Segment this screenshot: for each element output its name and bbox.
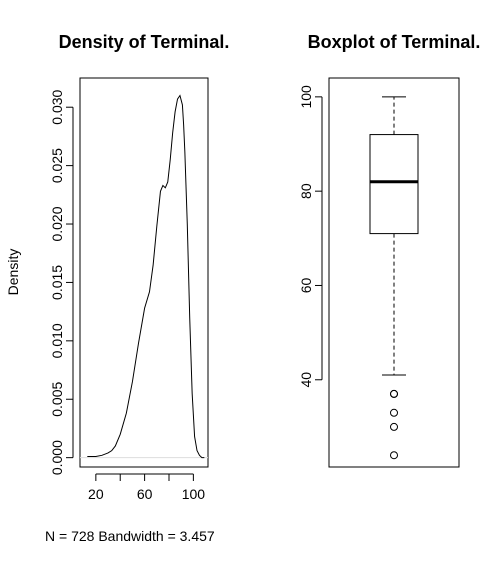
boxplot-y-tick-label: 60 bbox=[298, 277, 314, 293]
boxplot-outlier bbox=[390, 451, 398, 460]
boxplot-title: Boxplot of Terminal. bbox=[308, 32, 481, 52]
density-plot-frame bbox=[79, 77, 209, 468]
boxplot-outlier bbox=[390, 389, 398, 398]
boxplot-panel: Boxplot of Terminal. 40 60 80 100 bbox=[298, 32, 481, 468]
density-curve bbox=[87, 94, 205, 459]
boxplot-plot-frame bbox=[328, 77, 460, 468]
density-x-tick-label: 20 bbox=[88, 486, 104, 502]
boxplot-y-tick-label: 40 bbox=[298, 372, 314, 388]
boxplot-y-tick-label: 80 bbox=[298, 183, 314, 199]
boxplot-y-tick-label: 100 bbox=[298, 85, 314, 109]
density-y-tick-label: 0.030 bbox=[49, 89, 65, 124]
density-x-axis: 20 60 100 bbox=[88, 473, 206, 502]
density-y-tick-label: 0.020 bbox=[49, 206, 65, 241]
density-x-tick-label: 60 bbox=[137, 486, 153, 502]
boxplot-outlier bbox=[390, 408, 398, 417]
density-y-tick-label: 0.015 bbox=[49, 265, 65, 300]
density-y-tick-label: 0.000 bbox=[49, 440, 65, 475]
density-y-tick-label: 0.010 bbox=[49, 323, 65, 358]
density-x-label: N = 728 Bandwidth = 3.457 bbox=[45, 528, 215, 544]
density-x-tick-label: 100 bbox=[182, 486, 206, 502]
boxplot-y-axis: 40 60 80 100 bbox=[298, 85, 323, 388]
density-title: Density of Terminal. bbox=[59, 32, 230, 52]
density-y-label: Density bbox=[5, 249, 21, 296]
boxplot-outlier bbox=[390, 422, 398, 431]
density-y-axis: 0.000 0.005 0.010 0.015 0.020 0.025 0.030 bbox=[49, 89, 74, 475]
density-y-tick-label: 0.025 bbox=[49, 148, 65, 183]
density-panel: Density of Terminal. Density N = 728 Ban… bbox=[5, 32, 229, 544]
boxplot-box bbox=[369, 134, 419, 235]
density-y-tick-label: 0.005 bbox=[49, 382, 65, 417]
boxplot-marks bbox=[369, 96, 419, 460]
